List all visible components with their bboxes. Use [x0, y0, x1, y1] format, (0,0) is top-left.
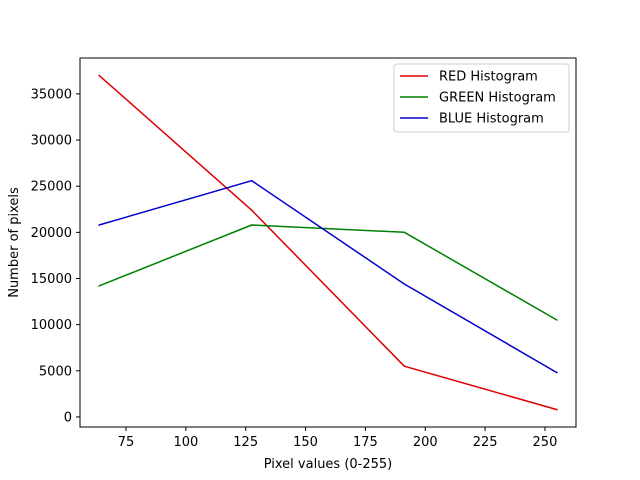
x-tick-label-1: 100 — [173, 435, 198, 450]
series-line-0 — [98, 74, 558, 411]
series-line-2 — [98, 179, 558, 374]
legend-label-2: BLUE Histogram — [439, 112, 544, 127]
x-tick-label-4: 175 — [353, 435, 378, 450]
y-tick-label-6: 30000 — [31, 134, 72, 149]
plot-frame — [79, 57, 577, 428]
data-point-2-3 — [556, 371, 558, 374]
y-tick-label-7: 35000 — [31, 87, 72, 102]
series-layer — [98, 74, 558, 411]
data-point-1-0 — [98, 285, 100, 287]
data-point-0-1 — [250, 209, 253, 211]
x-tick-label-6: 225 — [473, 435, 498, 450]
y-tick-label-0: 0 — [64, 410, 72, 425]
y-tick-label-1: 5000 — [39, 364, 72, 379]
legend-label-0: RED Histogram — [439, 70, 538, 85]
y-tick-label-2: 10000 — [31, 318, 72, 333]
x-tick-label-0: 75 — [118, 435, 135, 450]
x-tick-label-5: 200 — [413, 435, 438, 450]
x-tick-label-7: 250 — [533, 435, 558, 450]
x-tick-label-2: 125 — [233, 435, 258, 450]
data-point-2-2 — [403, 283, 406, 285]
x-axis: 75 100 125 150 175 200 225 250 — [118, 427, 558, 450]
legend: RED Histogram GREEN Histogram BLUE Histogr… — [393, 63, 570, 133]
y-tick-label-3: 15000 — [31, 272, 72, 287]
data-point-0-3 — [556, 408, 558, 411]
y-tick-label-4: 20000 — [31, 226, 72, 241]
data-point-1-1 — [250, 224, 253, 226]
y-axis: 0 5000 10000 15000 20000 25000 30000 35000 — [31, 87, 80, 425]
x-tick-label-3: 150 — [293, 435, 318, 450]
data-point-2-0 — [98, 224, 100, 226]
data-point-2-1 — [250, 179, 253, 182]
data-point-1-3 — [556, 319, 558, 321]
legend-label-1: GREEN Histogram — [439, 91, 556, 106]
data-point-1-2 — [403, 231, 406, 234]
data-point-0-0 — [98, 74, 100, 77]
x-axis-label: Pixel values (0-255) — [264, 457, 393, 472]
data-point-0-2 — [403, 365, 406, 368]
legend-frame — [393, 63, 570, 133]
y-tick-label-5: 25000 — [31, 180, 72, 195]
series-line-1 — [98, 224, 558, 321]
y-axis-label: Number of pixels — [7, 187, 22, 298]
